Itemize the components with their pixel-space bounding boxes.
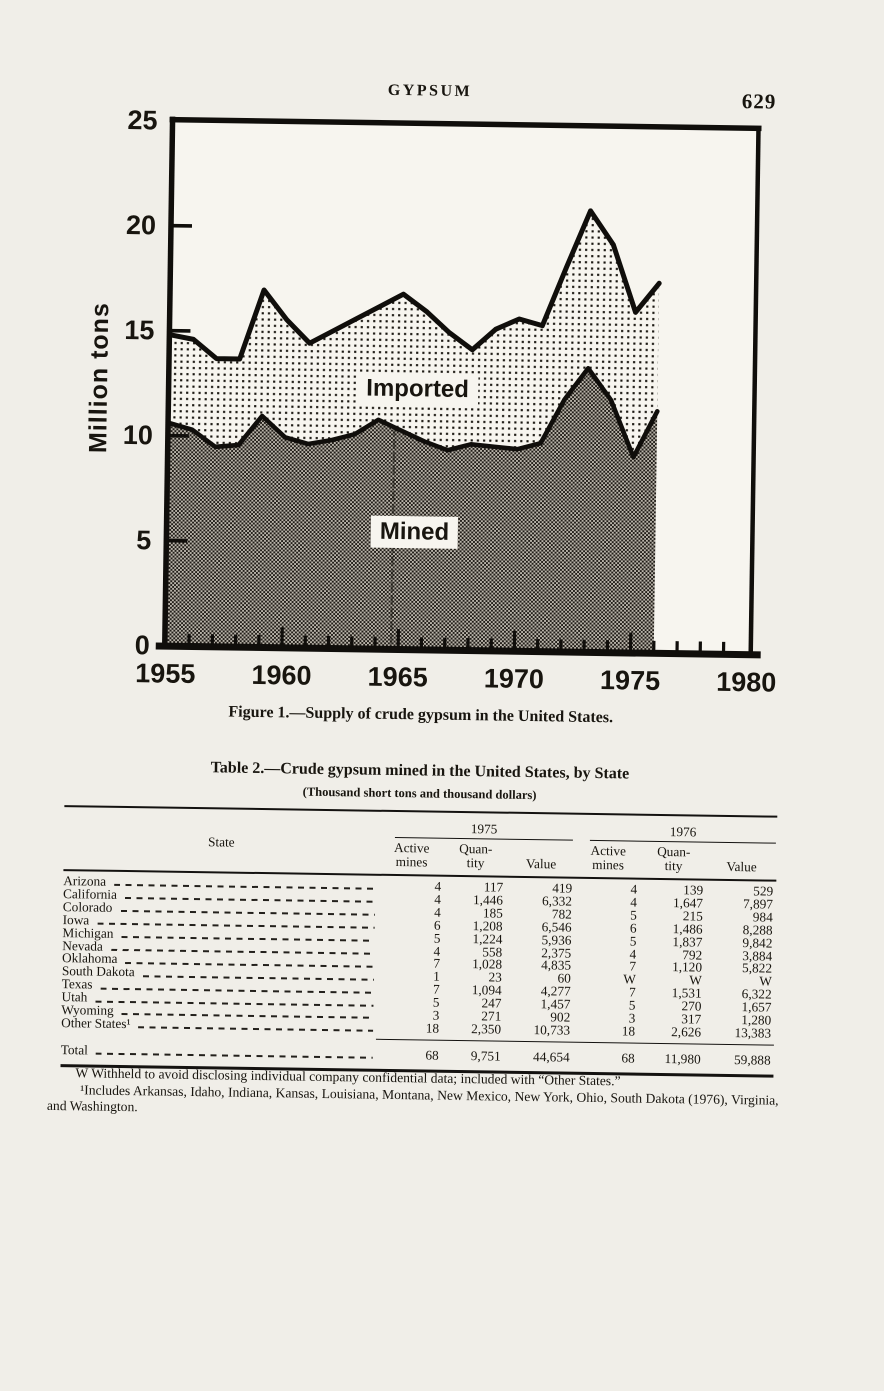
figure-caption: Figure 1.—Supply of crude gypsum in the … xyxy=(0,700,851,731)
total-label-cell: Total xyxy=(61,1040,376,1066)
x-tick-label: 1970 xyxy=(481,663,547,695)
x-tick-label: 1965 xyxy=(364,662,430,694)
y-tick-label: 0 xyxy=(102,630,150,662)
state-name: Total xyxy=(61,1042,88,1057)
y-tick-label: 25 xyxy=(109,105,157,137)
col-header-value-1976: Value xyxy=(706,856,776,878)
table-cell: 18 xyxy=(376,1022,442,1036)
x-tick-label: 1960 xyxy=(248,660,314,692)
y-tick-label: 10 xyxy=(105,420,153,452)
table-cell: 2,350 xyxy=(442,1023,504,1037)
table-cell: 68 xyxy=(573,1048,638,1070)
table-cell: 13,383 xyxy=(704,1027,774,1041)
running-head: GYPSUM xyxy=(0,76,860,107)
table-cell: 68 xyxy=(376,1045,442,1067)
col-group-1975: 1975 xyxy=(395,812,573,841)
dash-leader xyxy=(96,1053,373,1059)
table-cell: 2,626 xyxy=(638,1026,704,1040)
state-name: Other States¹ xyxy=(61,1017,131,1031)
y-tick-label: 5 xyxy=(103,525,151,557)
mined-area-label: Mined xyxy=(371,516,459,549)
x-tick-label: 1980 xyxy=(713,667,779,699)
page-number: 629 xyxy=(742,89,777,115)
y-tick-label: 15 xyxy=(106,315,154,347)
y-tick-label: 20 xyxy=(108,210,156,242)
col-header-quantity-1976: Quan- tity xyxy=(640,842,706,877)
dash-leader xyxy=(138,1027,373,1032)
x-tick-label: 1975 xyxy=(597,665,663,697)
table-cell: 11,980 xyxy=(638,1049,704,1071)
table-cell: 10,733 xyxy=(504,1024,573,1038)
col-header-value-1975: Value xyxy=(506,853,575,875)
col-header-active-mines-1975: Active mines xyxy=(378,838,444,873)
col-group-1976: 1976 xyxy=(590,815,776,844)
table-cell: 18 xyxy=(573,1025,638,1039)
imported-area-label: Imported xyxy=(357,372,478,406)
table-cell: 44,654 xyxy=(504,1047,573,1069)
table-cell: 9,751 xyxy=(442,1046,504,1068)
x-tick-label: 1955 xyxy=(132,658,198,690)
col-header-state: State xyxy=(63,807,379,872)
table-footnotes: W Withheld to avoid disclosing individua… xyxy=(47,1065,796,1126)
col-header-active-mines-1976: Active mines xyxy=(575,841,640,876)
data-table: State 1975 1976 Active mines Quan- tity … xyxy=(60,805,777,1082)
col-header-quantity-1975: Quan- tity xyxy=(444,839,506,874)
table-cell: 59,888 xyxy=(704,1049,774,1071)
